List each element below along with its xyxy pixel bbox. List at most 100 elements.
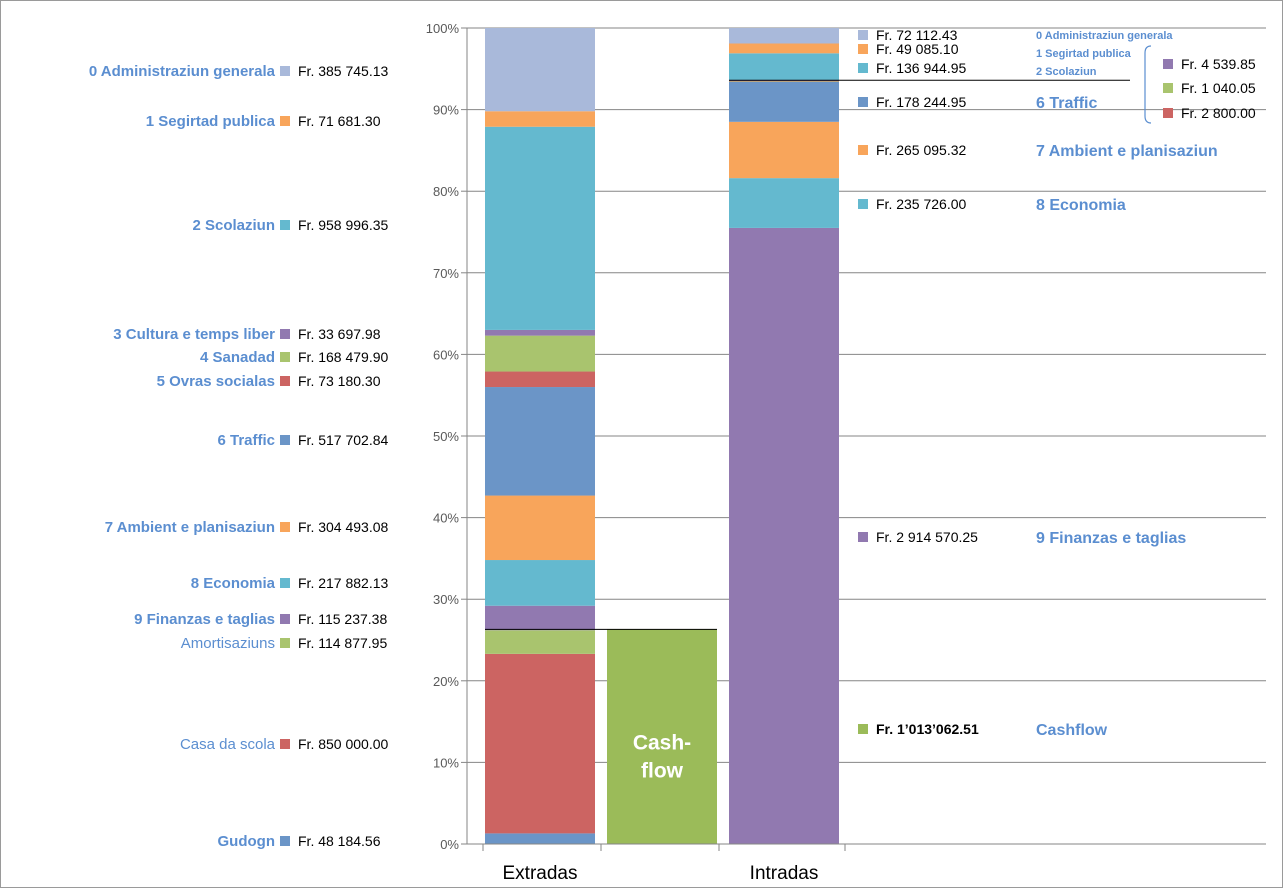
bar-segment — [485, 833, 595, 844]
y-tick-label: 50% — [433, 429, 459, 444]
bar-segment — [485, 387, 595, 496]
intradas-value: Fr. 72 112.43 — [876, 27, 958, 43]
small-group-label: 2 Scolaziun — [1036, 66, 1097, 78]
legend-swatch — [1163, 83, 1173, 93]
legend-swatch — [858, 30, 868, 40]
legend-swatch — [280, 220, 290, 230]
bar-segment — [729, 43, 839, 54]
extradas-category-label: 4 Sanadad — [200, 349, 275, 366]
intradas-value: Fr. 265 095.32 — [876, 142, 967, 158]
extradas-category-label: 1 Segirtad publica — [146, 113, 276, 130]
y-tick-label: 10% — [433, 755, 459, 770]
small-group-value: Fr. 2 800.00 — [1181, 105, 1256, 121]
legend-swatch — [858, 532, 868, 542]
legend-swatch — [280, 352, 290, 362]
legend-swatch — [280, 522, 290, 532]
extradas-value: Fr. 33 697.98 — [298, 326, 381, 342]
legend-swatch — [1163, 59, 1173, 69]
y-tick-label: 70% — [433, 266, 459, 281]
bar-segment — [485, 111, 595, 127]
extradas-category-label: 5 Ovras socialas — [157, 373, 275, 390]
legend-swatch — [1163, 108, 1173, 118]
bar-segment — [729, 81, 839, 122]
intradas-value: Fr. 136 944.95 — [876, 60, 967, 76]
legend-swatch — [280, 739, 290, 749]
legend-swatch — [858, 97, 868, 107]
bar-segment — [729, 28, 839, 44]
extradas-category-label: 0 Administraziun generala — [89, 63, 276, 80]
cashflow-bar-label: Cash- — [633, 731, 691, 754]
legend-swatch — [858, 44, 868, 54]
extradas-category-label: 8 Economia — [191, 575, 276, 592]
y-tick-label: 100% — [426, 21, 460, 36]
legend-swatch — [280, 376, 290, 386]
y-tick-label: 60% — [433, 347, 459, 362]
bars: Cash-flow — [485, 28, 1130, 845]
legend-swatch — [280, 329, 290, 339]
extradas-category-label: 2 Scolaziun — [192, 217, 275, 234]
y-tick-label: 80% — [433, 184, 459, 199]
bar-segment — [485, 605, 595, 631]
y-tick-label: 90% — [433, 103, 459, 118]
bar-segment — [485, 28, 595, 112]
bar-segment — [729, 81, 839, 82]
legend-swatch — [858, 63, 868, 73]
small-group-bracket — [1144, 45, 1152, 124]
intradas-value: Fr. 2 914 570.25 — [876, 529, 978, 545]
bar-segment — [729, 178, 839, 228]
extradas-value: Fr. 115 237.38 — [298, 611, 387, 627]
extradas-category-label: Amortisaziuns — [181, 635, 275, 652]
bar-segment — [485, 630, 595, 654]
bar-segment — [485, 335, 595, 372]
intradas-category-label: Cashflow — [1036, 722, 1108, 739]
small-group-label: 1 Segirtad publica — [1036, 48, 1132, 60]
extradas-value: Fr. 217 882.13 — [298, 575, 389, 591]
extradas-value: Fr. 385 745.13 — [298, 63, 389, 79]
bar-segment — [485, 495, 595, 561]
legend-swatch — [858, 199, 868, 209]
bar-segment — [485, 560, 595, 606]
x-label-extradas: Extradas — [503, 863, 578, 884]
intradas-category-label: 7 Ambient e planisaziun — [1036, 143, 1218, 160]
extradas-value: Fr. 850 000.00 — [298, 736, 389, 752]
legend-swatch — [858, 724, 868, 734]
bar-segment — [729, 227, 839, 845]
cashflow-bar-label: flow — [641, 759, 684, 782]
bar-segment — [485, 126, 595, 330]
extradas-category-label: 7 Ambient e planisaziun — [105, 519, 275, 536]
bar-segment — [729, 81, 839, 82]
extradas-category-label: Casa da scola — [180, 736, 276, 753]
extradas-value: Fr. 114 877.95 — [298, 635, 387, 651]
extradas-category-label: 9 Finanzas e taglias — [134, 611, 275, 628]
legend-swatch — [280, 578, 290, 588]
extradas-value: Fr. 48 184.56 — [298, 833, 381, 849]
extradas-category-label: 6 Traffic — [217, 432, 275, 449]
y-tick-label: 20% — [433, 674, 459, 689]
legend-swatch — [280, 116, 290, 126]
x-category-labels: Extradas Intradas — [503, 863, 819, 884]
y-tick-label: 0% — [440, 837, 459, 852]
legend-swatch — [280, 836, 290, 846]
y-tick-label: 40% — [433, 511, 459, 526]
legend-swatch — [280, 66, 290, 76]
small-group-label: 0 Administraziun generala — [1036, 30, 1173, 42]
legend-swatch — [280, 614, 290, 624]
y-tick-labels: 0% 10% 20% 30% 40% 50% 60% 70% 80% 90% 100% — [426, 21, 460, 852]
intradas-category-label: 6 Traffic — [1036, 95, 1097, 112]
intradas-category-label: 8 Economia — [1036, 197, 1126, 214]
bar-segment — [485, 653, 595, 834]
extradas-value: Fr. 168 479.90 — [298, 349, 389, 365]
cashflow-bar — [607, 629, 717, 844]
bar-segment — [729, 53, 839, 81]
intradas-value: Fr. 178 244.95 — [876, 94, 967, 110]
bar-segment — [485, 329, 595, 336]
extradas-value: Fr. 517 702.84 — [298, 432, 389, 448]
extradas-value: Fr. 71 681.30 — [298, 113, 381, 129]
intradas-value: Fr. 235 726.00 — [876, 196, 967, 212]
small-group-value: Fr. 1 040.05 — [1181, 80, 1256, 96]
bar-segment — [485, 371, 595, 388]
extradas-category-label: Gudogn — [218, 833, 275, 850]
y-tick-label: 30% — [433, 592, 459, 607]
